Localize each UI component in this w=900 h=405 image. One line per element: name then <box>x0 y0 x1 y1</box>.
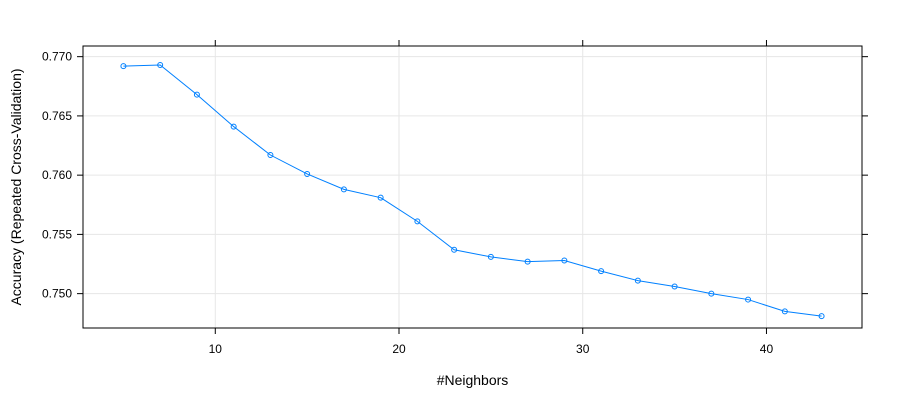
y-tick-label: 0.750 <box>42 287 72 301</box>
data-point <box>634 277 641 284</box>
x-tick-label: 10 <box>209 342 223 356</box>
data-point <box>524 258 531 265</box>
data-point <box>120 63 127 70</box>
x-tick-label: 20 <box>392 342 406 356</box>
y-tick-label: 0.765 <box>42 109 72 123</box>
data-point <box>157 61 164 68</box>
data-point <box>377 194 384 201</box>
y-tick-label: 0.770 <box>42 50 72 64</box>
data-point <box>708 290 715 297</box>
axis-tick-labels: 10 20 30 40 0.750 0.755 0.760 0.765 0.770 <box>42 50 773 356</box>
data-point <box>193 91 200 98</box>
data-point <box>598 268 605 275</box>
series-line <box>123 64 822 317</box>
y-axis-title: Accuracy (Repeated Cross-Validation) <box>8 68 24 305</box>
data-point <box>230 123 237 130</box>
series-layer <box>120 61 825 320</box>
data-point <box>267 152 274 159</box>
data-point <box>340 186 347 193</box>
data-point <box>781 308 788 315</box>
data-point <box>561 257 568 264</box>
data-point <box>414 218 421 225</box>
data-point <box>818 313 825 320</box>
x-tick-label: 30 <box>576 342 590 356</box>
y-tick-label: 0.760 <box>42 168 72 182</box>
x-axis-title: #Neighbors <box>437 372 509 388</box>
plot-frame <box>82 45 863 329</box>
data-point <box>304 170 311 177</box>
axis-ticks <box>77 40 868 334</box>
data-point <box>745 296 752 303</box>
data-point <box>451 246 458 253</box>
x-tick-label: 40 <box>760 342 774 356</box>
data-point <box>671 283 678 290</box>
data-point <box>487 253 494 260</box>
y-tick-label: 0.755 <box>42 227 72 241</box>
grid-lines <box>83 46 862 328</box>
